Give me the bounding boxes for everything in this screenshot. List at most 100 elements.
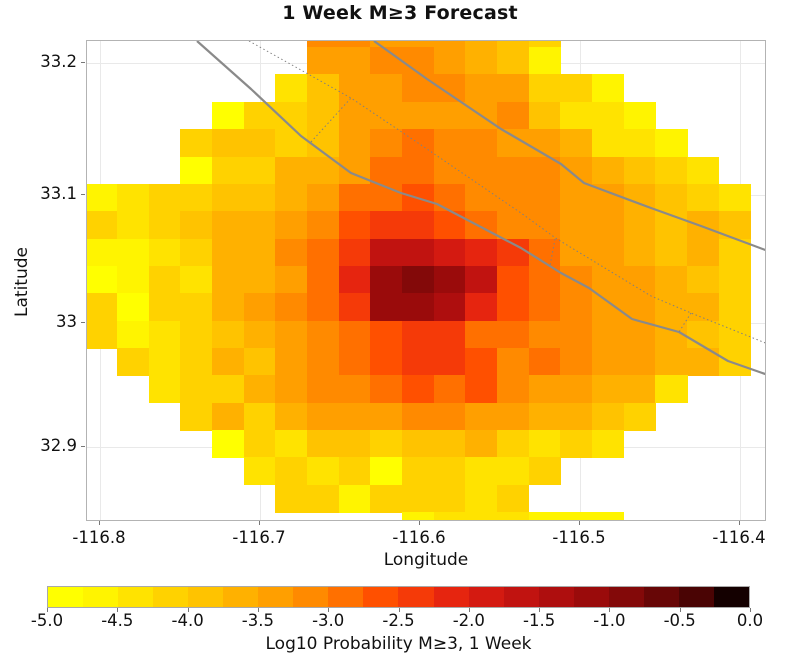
colorbar-segment bbox=[643, 587, 679, 607]
heatmap-cell bbox=[560, 238, 593, 267]
colorbar-segment bbox=[573, 587, 609, 607]
heatmap-cell bbox=[402, 101, 435, 130]
heatmap-cell bbox=[402, 429, 435, 458]
heatmap-cell bbox=[275, 74, 308, 103]
heatmap-cell bbox=[212, 101, 245, 130]
heatmap-cell bbox=[180, 320, 213, 349]
heatmap-cell bbox=[338, 484, 371, 513]
colorbar-tick-label: -4.5 bbox=[101, 611, 134, 630]
colorbar-segment bbox=[328, 587, 364, 607]
heatmap-cell bbox=[465, 512, 498, 520]
heatmap-cell bbox=[433, 183, 466, 212]
heatmap-cell bbox=[307, 265, 340, 294]
heatmap-cell bbox=[180, 347, 213, 376]
heatmap-cell bbox=[338, 265, 371, 294]
colorbar-tick-mark bbox=[539, 608, 541, 612]
colorbar-segment bbox=[538, 587, 574, 607]
heatmap-cell bbox=[402, 512, 435, 520]
heatmap-cell bbox=[560, 320, 593, 349]
colorbar-tick-label: 0.0 bbox=[736, 611, 764, 630]
heatmap-cell bbox=[338, 293, 371, 322]
heatmap-cell bbox=[338, 74, 371, 103]
heatmap-cell bbox=[433, 484, 466, 513]
heatmap-cell bbox=[148, 265, 181, 294]
heatmap-cell bbox=[243, 129, 276, 158]
heatmap-cell bbox=[87, 320, 118, 349]
heatmap-cell bbox=[307, 375, 340, 404]
heatmap-cell bbox=[528, 74, 561, 103]
heatmap-cell bbox=[655, 347, 688, 376]
heatmap-cell bbox=[623, 375, 656, 404]
heatmap-cell bbox=[433, 402, 466, 431]
heatmap-cell bbox=[307, 293, 340, 322]
heatmap-cell bbox=[370, 347, 403, 376]
heatmap-cell bbox=[243, 429, 276, 458]
heatmap-cell bbox=[433, 238, 466, 267]
heatmap-cell bbox=[433, 41, 466, 48]
heatmap-cell bbox=[212, 156, 245, 185]
heatmap-cell bbox=[497, 484, 530, 513]
heatmap-cell bbox=[307, 238, 340, 267]
heatmap-cell bbox=[243, 402, 276, 431]
heatmap-cell bbox=[243, 347, 276, 376]
y-tick-label: 32.9 bbox=[40, 436, 77, 456]
x-tick-label: -116.5 bbox=[552, 528, 606, 547]
heatmap-cell bbox=[560, 101, 593, 130]
heatmap-cell bbox=[528, 402, 561, 431]
heatmap-cell bbox=[560, 156, 593, 185]
heatmap-cell bbox=[275, 457, 308, 486]
fault-line-east bbox=[373, 41, 765, 252]
heatmap-cell bbox=[623, 211, 656, 240]
heatmap-cell bbox=[528, 347, 561, 376]
heatmap-cell bbox=[212, 402, 245, 431]
heatmap-cell bbox=[402, 265, 435, 294]
heatmap-cell bbox=[497, 375, 530, 404]
fault-trace-dotted bbox=[248, 41, 765, 344]
heatmap-cell bbox=[275, 293, 308, 322]
heatmap-cell bbox=[592, 238, 625, 267]
heatmap-cell bbox=[718, 347, 751, 376]
heatmap-cell bbox=[528, 429, 561, 458]
heatmap-cell bbox=[402, 238, 435, 267]
heatmap-cell bbox=[497, 211, 530, 240]
heatmap-cell bbox=[528, 47, 561, 76]
heatmap-cell bbox=[623, 347, 656, 376]
colorbar-segment bbox=[503, 587, 539, 607]
heatmap-cell bbox=[180, 238, 213, 267]
heatmap-cell bbox=[433, 375, 466, 404]
heatmap-cell bbox=[687, 156, 720, 185]
heatmap-cell bbox=[307, 429, 340, 458]
heatmap-cell bbox=[655, 156, 688, 185]
heatmap-cell bbox=[212, 347, 245, 376]
heatmap-cell bbox=[370, 238, 403, 267]
heatmap-cell bbox=[560, 375, 593, 404]
heatmap-cell bbox=[465, 211, 498, 240]
x-tick-mark bbox=[259, 521, 260, 525]
heatmap-cell bbox=[370, 101, 403, 130]
heatmap-cell bbox=[497, 402, 530, 431]
heatmap-cell bbox=[497, 429, 530, 458]
heatmap-cell bbox=[307, 211, 340, 240]
x-tick-mark bbox=[99, 521, 100, 525]
heatmap-cell bbox=[560, 129, 593, 158]
heatmap-cell bbox=[433, 429, 466, 458]
heatmap-cell bbox=[338, 429, 371, 458]
x-tick-label: -116.4 bbox=[712, 528, 766, 547]
heatmap-cell bbox=[307, 457, 340, 486]
heatmap-cell bbox=[117, 347, 150, 376]
colorbar-tick-mark bbox=[750, 608, 751, 612]
heatmap-cell bbox=[560, 211, 593, 240]
heatmap-cell bbox=[180, 402, 213, 431]
heatmap-cell bbox=[433, 129, 466, 158]
heatmap-cell bbox=[370, 129, 403, 158]
heatmap-cell bbox=[212, 183, 245, 212]
heatmap-cell bbox=[275, 375, 308, 404]
heatmap-cell bbox=[275, 429, 308, 458]
fault-line-west bbox=[196, 41, 765, 376]
heatmap-cell bbox=[433, 47, 466, 76]
colorbar-tick-label: -1.5 bbox=[522, 611, 556, 630]
x-tick-label: -116.8 bbox=[72, 528, 126, 547]
heatmap-cell bbox=[275, 156, 308, 185]
heatmap-cell bbox=[275, 347, 308, 376]
heatmap-cell bbox=[148, 211, 181, 240]
